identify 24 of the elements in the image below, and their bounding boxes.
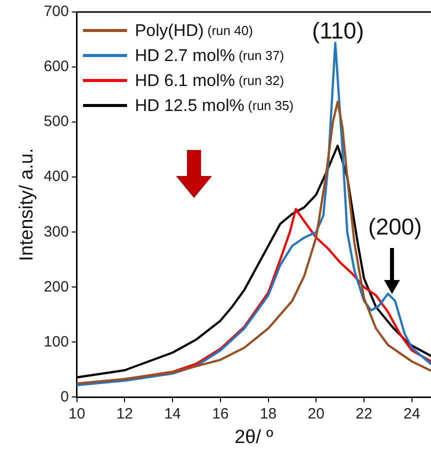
x-tick-label: 10 [68, 405, 86, 422]
y-tick-label: 200 [44, 278, 69, 296]
x-tick-label: 14 [164, 405, 181, 422]
legend-label: HD 2.7 mol% (run 37) [134, 45, 284, 67]
y-axis-title: Intensity/ a.u. [16, 148, 38, 262]
x-tick-label: 22 [356, 405, 372, 422]
x-tick-label: 18 [260, 405, 277, 422]
x-axis-title: 2θ/ º [234, 426, 274, 448]
y-tick-label: 0 [60, 388, 69, 406]
annotation: (200) [368, 213, 422, 240]
y-tick-label: 300 [44, 223, 69, 240]
y-tick-label: 400 [44, 168, 69, 186]
x-tick-label: 24 [404, 405, 420, 422]
y-tick-label: 100 [44, 333, 69, 350]
x-tick-label: 12 [116, 405, 134, 422]
annotation: (110) [312, 17, 364, 44]
legend-label: Poly(HD) (run 40) [134, 20, 253, 42]
legend-label: HD 6.1 mol% (run 32) [134, 70, 284, 92]
legend-label: HD 12.5 mol% (run 35) [134, 95, 294, 117]
x-tick-label: 16 [212, 405, 229, 422]
y-tick-label: 500 [44, 113, 69, 130]
y-tick-label: 600 [44, 58, 69, 76]
y-tick-label: 700 [44, 3, 69, 20]
x-tick-label: 20 [308, 405, 324, 422]
